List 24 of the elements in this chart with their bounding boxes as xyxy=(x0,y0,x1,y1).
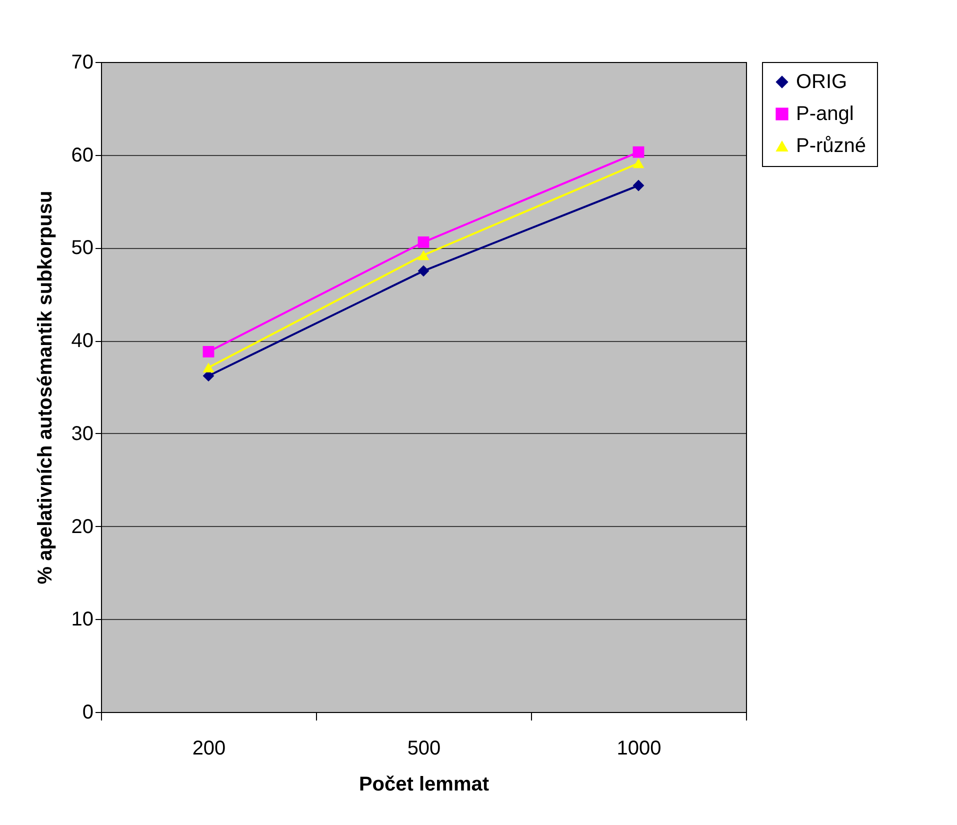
legend-label: ORIG xyxy=(796,71,848,93)
y-axis-title: % apelativních autosémantik subkorpusu xyxy=(34,190,56,584)
y-tick-label: 10 xyxy=(71,608,94,631)
x-axis-title: Počet lemmat xyxy=(358,774,490,796)
point xyxy=(202,362,214,372)
y-tick-label: 70 xyxy=(71,52,94,74)
point xyxy=(418,265,430,277)
point xyxy=(202,346,214,358)
point xyxy=(632,146,644,158)
y-tick-label: 20 xyxy=(71,516,94,538)
y-tick-label: 40 xyxy=(71,330,94,352)
point xyxy=(418,236,430,248)
y-tick-label: 60 xyxy=(71,144,94,166)
legend-label: P-různé xyxy=(796,135,866,157)
y-tick-label: 50 xyxy=(71,237,94,260)
legend-label: P-angl xyxy=(796,103,854,125)
point xyxy=(418,250,430,260)
x-tick-label: 1000 xyxy=(616,738,662,760)
x-tick-label: 200 xyxy=(192,738,226,760)
x-tick-label: 500 xyxy=(407,738,441,760)
y-tick-label: 30 xyxy=(71,422,94,445)
y-tick-label: 0 xyxy=(82,702,94,724)
point xyxy=(632,158,644,168)
point xyxy=(632,180,644,192)
